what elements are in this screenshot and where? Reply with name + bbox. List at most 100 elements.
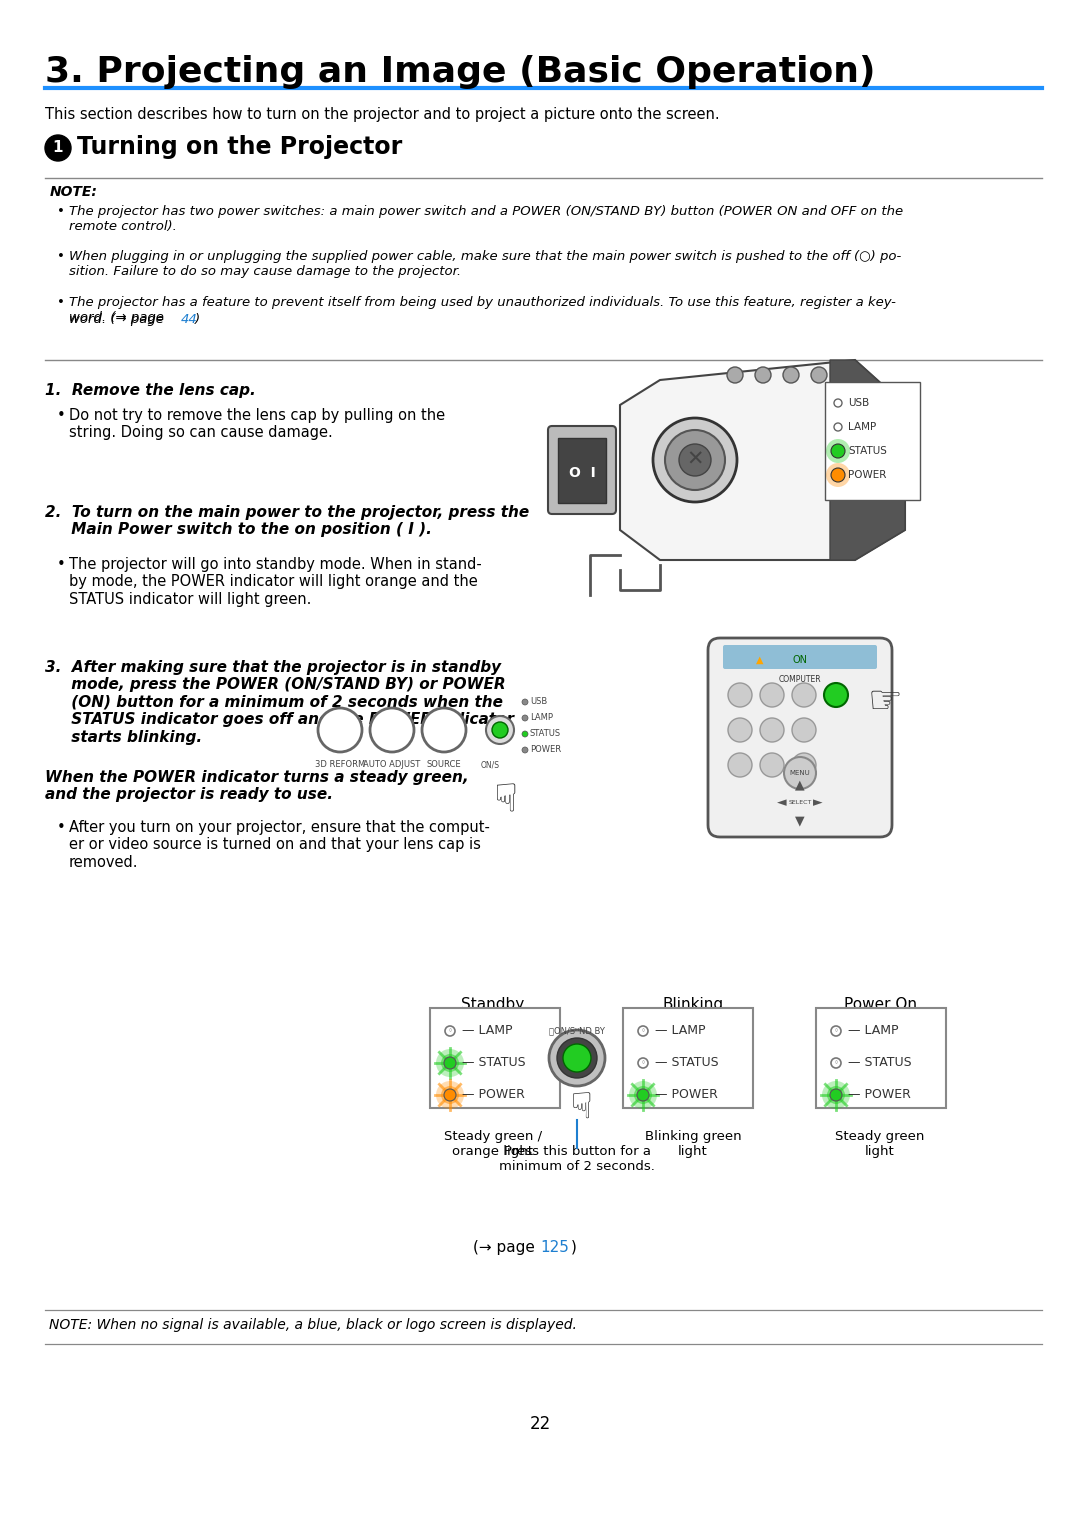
Bar bbox=[623, 1007, 753, 1108]
Text: USB: USB bbox=[848, 398, 869, 408]
Text: SOURCE: SOURCE bbox=[427, 760, 461, 770]
Text: — LAMP: — LAMP bbox=[462, 1024, 513, 1038]
Circle shape bbox=[826, 463, 850, 488]
Text: ): ) bbox=[571, 1241, 577, 1254]
Circle shape bbox=[444, 1090, 456, 1100]
Text: Press this button for a
minimum of 2 seconds.: Press this button for a minimum of 2 sec… bbox=[499, 1145, 654, 1173]
Text: ⓄON/SᴴND BY: ⓄON/SᴴND BY bbox=[549, 1026, 605, 1035]
Circle shape bbox=[822, 1081, 850, 1109]
Circle shape bbox=[665, 430, 725, 491]
Circle shape bbox=[760, 683, 784, 707]
Text: ◦: ◦ bbox=[834, 1027, 838, 1035]
Circle shape bbox=[634, 1087, 652, 1103]
Text: word. (→ page: word. (→ page bbox=[69, 312, 168, 326]
Text: ◦: ◦ bbox=[640, 1059, 646, 1067]
Circle shape bbox=[522, 747, 528, 753]
Text: ☞: ☞ bbox=[481, 782, 519, 817]
Circle shape bbox=[522, 732, 528, 738]
Polygon shape bbox=[620, 360, 905, 559]
Circle shape bbox=[637, 1090, 649, 1100]
Text: Turning on the Projector: Turning on the Projector bbox=[77, 136, 402, 158]
Circle shape bbox=[370, 709, 414, 751]
Text: ►: ► bbox=[813, 797, 823, 809]
Circle shape bbox=[834, 399, 842, 407]
Circle shape bbox=[492, 722, 508, 738]
Circle shape bbox=[831, 1090, 842, 1100]
Circle shape bbox=[728, 718, 752, 742]
Circle shape bbox=[728, 753, 752, 777]
Text: Do not try to remove the lens cap by pulling on the
string. Doing so can cause d: Do not try to remove the lens cap by pul… bbox=[69, 408, 445, 440]
Text: — POWER: — POWER bbox=[462, 1088, 525, 1102]
Circle shape bbox=[629, 1081, 657, 1109]
Circle shape bbox=[436, 1049, 464, 1077]
Text: The projector has a feature to prevent itself from being used by unauthorized in: The projector has a feature to prevent i… bbox=[69, 296, 896, 325]
Circle shape bbox=[792, 753, 816, 777]
Circle shape bbox=[679, 443, 711, 475]
Text: •: • bbox=[57, 250, 65, 264]
Text: This section describes how to turn on the projector and to project a picture ont: This section describes how to turn on th… bbox=[45, 107, 719, 122]
Circle shape bbox=[784, 757, 816, 789]
Circle shape bbox=[760, 718, 784, 742]
Text: When the POWER indicator turns a steady green,
and the projector is ready to use: When the POWER indicator turns a steady … bbox=[45, 770, 469, 803]
Text: STATUS: STATUS bbox=[530, 730, 562, 739]
Text: The projector will go into standby mode. When in stand-
by mode, the POWER indic: The projector will go into standby mode.… bbox=[69, 556, 482, 607]
Circle shape bbox=[827, 1087, 845, 1103]
Text: — STATUS: — STATUS bbox=[462, 1056, 526, 1070]
Circle shape bbox=[549, 1030, 605, 1087]
Text: — LAMP: — LAMP bbox=[654, 1024, 705, 1038]
Circle shape bbox=[811, 367, 827, 383]
Text: ◄: ◄ bbox=[778, 797, 787, 809]
Text: ): ) bbox=[195, 312, 200, 326]
Text: COMPUTER: COMPUTER bbox=[779, 675, 821, 684]
Text: POWER: POWER bbox=[530, 745, 562, 754]
Circle shape bbox=[826, 439, 850, 463]
Text: ON/S: ON/S bbox=[481, 760, 499, 770]
Text: •: • bbox=[57, 296, 65, 309]
Circle shape bbox=[522, 715, 528, 721]
Text: •: • bbox=[57, 408, 66, 424]
Circle shape bbox=[318, 709, 362, 751]
FancyBboxPatch shape bbox=[723, 645, 877, 669]
Text: •: • bbox=[57, 820, 66, 835]
Text: 1: 1 bbox=[53, 140, 64, 155]
Circle shape bbox=[792, 718, 816, 742]
Circle shape bbox=[831, 468, 845, 482]
Circle shape bbox=[441, 1055, 459, 1071]
Text: •: • bbox=[57, 556, 66, 572]
Text: NOTE: When no signal is available, a blue, black or logo screen is displayed.: NOTE: When no signal is available, a blu… bbox=[49, 1318, 577, 1332]
Text: ◦: ◦ bbox=[447, 1027, 453, 1035]
Circle shape bbox=[436, 1081, 464, 1109]
Circle shape bbox=[441, 1087, 459, 1103]
Text: ◦: ◦ bbox=[834, 1059, 838, 1067]
Text: •: • bbox=[57, 206, 65, 218]
Text: Power On: Power On bbox=[843, 997, 917, 1012]
Text: ON: ON bbox=[793, 655, 808, 664]
Circle shape bbox=[653, 418, 737, 501]
Circle shape bbox=[486, 716, 514, 744]
Text: POWER: POWER bbox=[848, 469, 887, 480]
Text: 44: 44 bbox=[181, 312, 198, 326]
Circle shape bbox=[445, 1026, 455, 1036]
Text: Standby: Standby bbox=[461, 997, 525, 1012]
Circle shape bbox=[783, 367, 799, 383]
Text: Steady green
light: Steady green light bbox=[835, 1129, 924, 1158]
Polygon shape bbox=[831, 360, 905, 559]
Circle shape bbox=[557, 1038, 597, 1077]
FancyBboxPatch shape bbox=[548, 427, 616, 514]
Circle shape bbox=[728, 683, 752, 707]
Bar bbox=[558, 437, 606, 503]
Text: (→ page: (→ page bbox=[473, 1241, 540, 1254]
Text: USB: USB bbox=[530, 698, 548, 707]
Circle shape bbox=[831, 443, 845, 459]
Text: 22: 22 bbox=[529, 1414, 551, 1433]
Circle shape bbox=[760, 753, 784, 777]
Text: Blinking: Blinking bbox=[662, 997, 724, 1012]
Text: O  I: O I bbox=[569, 466, 595, 480]
Circle shape bbox=[638, 1026, 648, 1036]
Text: 3.  After making sure that the projector is in standby
     mode, press the POWE: 3. After making sure that the projector … bbox=[45, 660, 514, 745]
Circle shape bbox=[755, 367, 771, 383]
Circle shape bbox=[831, 1026, 841, 1036]
Circle shape bbox=[563, 1044, 591, 1071]
Circle shape bbox=[834, 424, 842, 431]
Circle shape bbox=[422, 709, 465, 751]
